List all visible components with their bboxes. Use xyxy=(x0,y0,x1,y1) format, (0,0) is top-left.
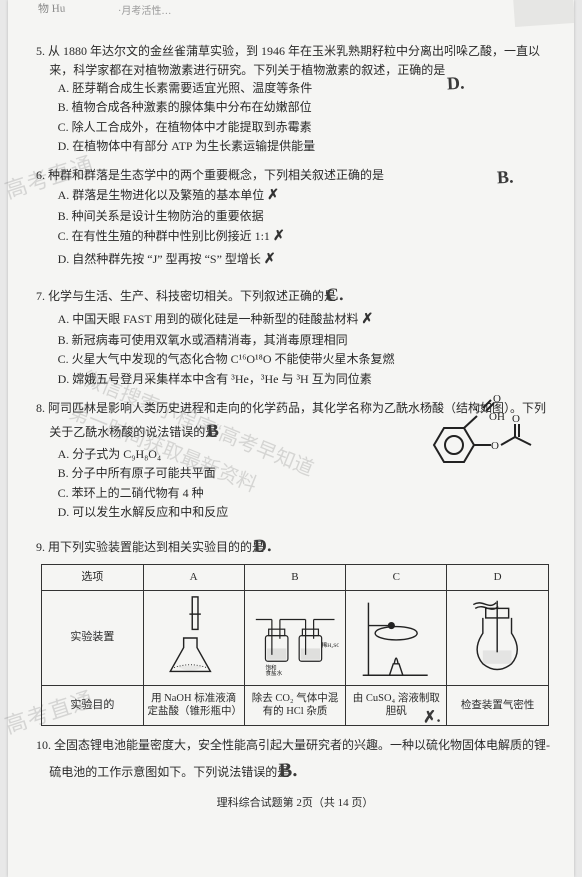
apparatus-d-svg xyxy=(453,595,541,681)
q5-opt-c: C. 除人工合成外，在植物体中才能提取到赤霉素 xyxy=(36,118,554,137)
q9-h0: 选项 xyxy=(42,564,143,590)
q5-opt-b: B. 植物合成各种激素的腺体集中分布在幼嫩部位 xyxy=(36,98,554,117)
q6-opt-a-text: A. 群落是生物进化以及繁殖的基本单位 xyxy=(58,188,265,202)
q7-opt-a: A. 中国天眼 FAST 用到的碳化硅是一种新型的硅酸盐材料 ✗ xyxy=(36,309,554,331)
q6-a-cross: ✗ xyxy=(267,185,279,207)
q9-purpose-a: 用 NaOH 标准液滴定盐酸（锥形瓶中） xyxy=(143,685,244,725)
top-partial-text-2: ·月考活性… xyxy=(118,2,171,17)
q10-handwritten-answer: B. xyxy=(291,754,298,785)
page-footer: 理科综合试题第 2页（共 14 页） xyxy=(36,794,554,810)
q10-stem: 10. 全固态锂电池能量密度大，安全性能高引起大量研究者的兴趣。一种以硫化物固体… xyxy=(36,736,554,786)
q7-stem-text: 7. 化学与生活、生产、科技密切相关。下列叙述正确的是 xyxy=(36,289,336,303)
q9-purpose-b: 除去 CO₂ 气体中混有的 HCl 杂质 xyxy=(244,685,345,725)
q8-handwritten-answer: B xyxy=(219,417,220,445)
apparatus-a-svg xyxy=(150,595,238,681)
q5-stem: 5. 从 1880 年达尔文的金丝雀蒲草实验，到 1946 年在玉米乳熟期籽粒中… xyxy=(36,42,554,79)
q9-h1: A xyxy=(143,564,244,590)
b-label-1: 饱和 xyxy=(265,663,277,671)
svg-text:C: C xyxy=(475,403,482,415)
q9-h4: D xyxy=(447,564,548,590)
question-5: 5. 从 1880 年达尔文的金丝雀蒲草实验，到 1946 年在玉米乳熟期籽粒中… xyxy=(36,42,554,156)
svg-text:O: O xyxy=(491,440,499,452)
q5-opt-d: D. 在植物体中有部分 ATP 为生长素运输提供能量 xyxy=(36,137,554,156)
q7-stem: 7. 化学与生活、生产、科技密切相关。下列叙述正确的是 C. xyxy=(36,281,554,309)
q9-header-row: 选项 A B C D xyxy=(42,564,549,590)
q6-opt-b: B. 种间关系是设计生物防治的重要依据 xyxy=(36,207,554,226)
q9-row2-label: 实验目的 xyxy=(42,685,143,725)
q9-stem-text: 9. 用下列实验装置能达到相关实验目的的是 xyxy=(36,540,264,554)
q6-opt-d-text: D. 自然种群先按 “J” 型再按 “S” 型增长 xyxy=(58,252,261,266)
q9-h3: C xyxy=(346,564,447,590)
q9-stem: 9. 用下列实验装置能达到相关实验目的的是 D. xyxy=(36,532,554,560)
q9-apparatus-row: 实验装置 xyxy=(42,590,549,685)
q8-opt-c: C. 苯环上的二硝代物有 4 种 xyxy=(36,484,554,503)
svg-text:O: O xyxy=(493,393,501,405)
q7-opt-d: D. 嫦娥五号登月采集样本中含有 ³He，³He 与 ³H 互为同位素 xyxy=(36,370,554,389)
q7-opt-c: C. 火星大气中发现的气态化合物 C¹⁶O¹⁸O 不能使带火星木条复燃 xyxy=(36,350,554,369)
apparatus-c-svg xyxy=(352,595,440,681)
q7-opt-b: B. 新冠病毒可使用双氧水或酒精消毒，其消毒原理相同 xyxy=(36,331,554,350)
q8-opt-d: D. 可以发生水解反应和中和反应 xyxy=(36,503,554,522)
exam-page: 物 Hu ·月考活性… 高考直通 高考直通 微信搜索小程序“高考早知道 第一时间… xyxy=(8,0,574,877)
svg-text:O: O xyxy=(512,413,520,425)
q9-row1-label: 实验装置 xyxy=(42,590,143,685)
svg-text:OH: OH xyxy=(489,411,505,423)
corner-smudge xyxy=(513,0,575,27)
q9-c-cross: ✗. xyxy=(422,708,440,730)
molecule-svg: C O OH O O xyxy=(419,392,549,482)
apparatus-b-svg: 饱和 食盐水 稀H₂SO₄ xyxy=(251,595,339,681)
apparatus-a xyxy=(143,590,244,685)
apparatus-b: 饱和 食盐水 稀H₂SO₄ xyxy=(244,590,345,685)
question-6: 6. 种群和群落是生态学中的两个重要概念，下列相关叙述正确的是 B. A. 群落… xyxy=(36,166,554,271)
question-7: 7. 化学与生活、生产、科技密切相关。下列叙述正确的是 C. A. 中国天眼 F… xyxy=(36,281,554,389)
q9-h2: B xyxy=(244,564,345,590)
q6-c-cross: ✗ xyxy=(273,226,285,248)
q9-after-hand: D. xyxy=(266,532,272,560)
q6-opt-c-text: C. 在有性生殖的种群中性别比例接近 1:1 xyxy=(58,229,270,243)
q5-opt-a: A. 胚芽鞘合成生长素需要适宜光照、温度等条件 xyxy=(36,79,554,98)
q6-opt-c: C. 在有性生殖的种群中性别比例接近 1:1 ✗ xyxy=(36,226,554,248)
q7-opt-a-text: A. 中国天眼 FAST 用到的碳化硅是一种新型的硅酸盐材料 xyxy=(58,312,359,326)
top-partial-text-1: 物 Hu xyxy=(38,0,66,16)
q9-purpose-c: 由 CuSO₄ 溶液制取胆矾 ✗. xyxy=(346,685,447,725)
q6-d-cross: ✗ xyxy=(264,249,276,271)
q7-handwritten-answer: C. xyxy=(338,281,344,309)
q7-a-cross: ✗ xyxy=(362,309,374,331)
q9-purpose-d: 检查装置气密性 xyxy=(447,685,548,725)
q9-purpose-row: 实验目的 用 NaOH 标准液滴定盐酸（锥形瓶中） 除去 CO₂ 气体中混有的 … xyxy=(42,685,549,725)
question-9: 9. 用下列实验装置能达到相关实验目的的是 D. 选项 A B C D 实验装置 xyxy=(36,532,554,726)
q9-table: 选项 A B C D 实验装置 xyxy=(41,564,549,726)
q6-opt-d: D. 自然种群先按 “J” 型再按 “S” 型增长 ✗ xyxy=(36,249,554,271)
q6-opt-a: A. 群落是生物进化以及繁殖的基本单位 ✗ xyxy=(36,185,554,207)
q6-stem: 6. 种群和群落是生态学中的两个重要概念，下列相关叙述正确的是 xyxy=(36,166,554,185)
apparatus-d xyxy=(447,590,548,685)
b-label-3: 稀H₂SO₄ xyxy=(321,641,339,649)
apparatus-c xyxy=(346,590,447,685)
question-10: 10. 全固态锂电池能量密度大，安全性能高引起大量研究者的兴趣。一种以硫化物固体… xyxy=(36,736,554,786)
aspirin-structure-diagram: C O OH O O xyxy=(419,392,549,482)
